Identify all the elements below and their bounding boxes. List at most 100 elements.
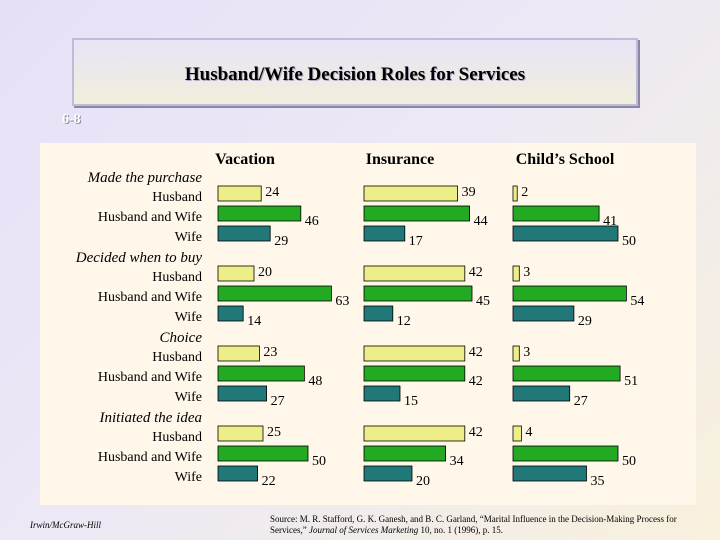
bar-value-label: 35 (591, 474, 605, 489)
bar-value-label: 23 (263, 345, 277, 360)
chart-title: Husband/Wife Decision Roles for Services (184, 64, 526, 85)
bar-value-label: 42 (469, 425, 483, 440)
bar (363, 365, 466, 382)
bar (363, 385, 401, 402)
bar (512, 345, 520, 362)
slide-number: 6-8 (62, 112, 81, 127)
bar-value-label: 51 (624, 374, 638, 389)
row-label: Wife (174, 230, 202, 245)
bar (512, 185, 518, 202)
bar-value-label: 20 (258, 265, 272, 280)
bar (217, 345, 260, 362)
bar-value-label: 39 (462, 185, 476, 200)
bar-value-label: 42 (469, 345, 483, 360)
bar (217, 445, 309, 462)
source-citation: Source: M. R. Stafford, G. K. Ganesh, an… (270, 514, 710, 536)
row-label: Husband (152, 350, 202, 365)
bar (363, 285, 473, 302)
bar-value-label: 46 (305, 214, 319, 229)
bar-value-label: 3 (523, 265, 530, 280)
group-label: Initiated the idea (99, 410, 202, 426)
bar-value-label: 27 (574, 394, 588, 409)
row-label: Wife (174, 390, 202, 405)
bar (512, 225, 619, 242)
bar-value-label: 2 (521, 185, 528, 200)
bar-value-label: 20 (416, 474, 430, 489)
bar (363, 465, 413, 482)
bar (363, 225, 406, 242)
bar (217, 285, 332, 302)
bar-value-label: 42 (469, 374, 483, 389)
bar (512, 465, 587, 482)
bar-value-label: 22 (262, 474, 276, 489)
panel-header-0: Vacation (215, 151, 275, 168)
group-label: Made the purchase (87, 170, 202, 186)
row-label: Wife (174, 310, 202, 325)
bar (363, 425, 466, 442)
bar (363, 445, 446, 462)
bar-value-label: 41 (603, 214, 617, 229)
row-label: Husband (152, 270, 202, 285)
bar (217, 265, 255, 282)
row-label: Wife (174, 470, 202, 485)
source-suffix: 10, no. 1 (1996), p. 15. (418, 525, 503, 535)
bar (512, 285, 627, 302)
bar (217, 205, 302, 222)
bar (217, 425, 264, 442)
bar (217, 365, 305, 382)
bar-value-label: 63 (335, 294, 349, 309)
bar-value-label: 29 (578, 314, 592, 329)
bar (512, 205, 600, 222)
bar (363, 345, 466, 362)
bar (512, 265, 520, 282)
bar-value-label: 29 (274, 234, 288, 249)
chart-area (40, 143, 696, 505)
bar-value-label: 24 (265, 185, 279, 200)
bar-value-label: 14 (247, 314, 261, 329)
bar-value-label: 15 (404, 394, 418, 409)
row-label: Husband (152, 430, 202, 445)
bar-value-label: 50 (622, 234, 636, 249)
bar-value-label: 48 (308, 374, 322, 389)
bar-value-label: 3 (523, 345, 530, 360)
bar (217, 185, 262, 202)
bar-value-label: 44 (474, 214, 488, 229)
row-label: Husband (152, 190, 202, 205)
bar-value-label: 50 (622, 454, 636, 469)
bar (363, 205, 470, 222)
row-label: Husband and Wife (97, 210, 202, 225)
bar (217, 305, 244, 322)
bar-value-label: 4 (525, 425, 532, 440)
group-label: Choice (159, 330, 203, 346)
source-journal: Journal of Services Marketing (308, 525, 419, 535)
bar-value-label: 42 (469, 265, 483, 280)
bar (512, 385, 571, 402)
bar (363, 265, 466, 282)
bar-value-label: 25 (267, 425, 281, 440)
bar (217, 465, 258, 482)
group-label: Decided when to buy (75, 250, 202, 266)
bar-value-label: 45 (476, 294, 490, 309)
bar (512, 365, 621, 382)
bar (512, 445, 619, 462)
source-prefix: Source: M. R. Stafford, G. K. Ganesh, an… (270, 514, 677, 535)
bar (217, 385, 267, 402)
title-box: Husband/Wife Decision Roles for Services (72, 38, 638, 106)
bar-value-label: 54 (630, 294, 644, 309)
row-label: Husband and Wife (97, 370, 202, 385)
publisher-footer: Irwin/McGraw-Hill (30, 520, 101, 530)
bar (512, 425, 522, 442)
row-label: Husband and Wife (97, 450, 202, 465)
bar (512, 305, 575, 322)
bar (217, 225, 271, 242)
bar (363, 305, 394, 322)
row-label: Husband and Wife (97, 290, 202, 305)
panel-header-1: Insurance (366, 151, 434, 168)
bar-value-label: 34 (450, 454, 464, 469)
bar-value-label: 17 (409, 234, 423, 249)
bar (363, 185, 458, 202)
panel-header-2: Child’s School (516, 151, 615, 168)
bar-value-label: 50 (312, 454, 326, 469)
bar-value-label: 12 (397, 314, 411, 329)
